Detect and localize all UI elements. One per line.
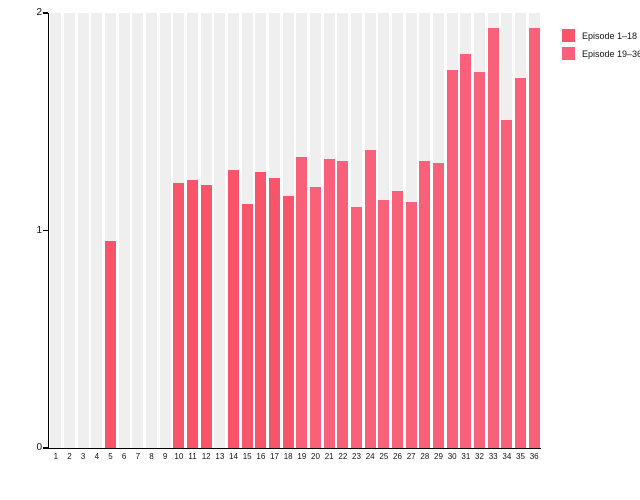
x-tick-label: 25	[379, 452, 389, 461]
bar	[501, 119, 513, 448]
y-tick-mark	[43, 447, 48, 449]
category-background-stripe	[105, 13, 116, 448]
x-tick-label: 26	[393, 452, 402, 461]
x-tick-label: 31	[461, 452, 471, 461]
bar	[487, 28, 499, 448]
x-tick-label: 2	[67, 452, 72, 461]
y-tick-mark	[43, 229, 48, 232]
category-background-stripe	[159, 13, 171, 448]
bar	[173, 182, 185, 448]
x-tick-label: 27	[406, 452, 416, 461]
bar	[296, 156, 308, 448]
x-tick-label: 4	[94, 452, 100, 461]
category-background-stripe	[146, 13, 157, 448]
x-tick-label: 18	[283, 452, 293, 461]
x-axis-line	[47, 447, 541, 449]
bar	[310, 187, 321, 448]
bar	[405, 202, 417, 448]
x-tick-label: 24	[365, 452, 375, 461]
x-tick-label: 28	[420, 452, 430, 461]
x-tick-label: 19	[297, 452, 307, 461]
x-tick-label: 14	[229, 452, 238, 461]
category-background-stripe	[214, 13, 226, 448]
y-tick-label: 1	[36, 224, 42, 236]
plot-area	[49, 13, 541, 448]
y-axis-line	[47, 13, 49, 449]
bar	[228, 169, 239, 448]
x-tick-label: 13	[215, 452, 225, 461]
category-background-stripe	[64, 13, 75, 448]
legend-label: Episode 1–18	[582, 30, 638, 41]
x-tick-label: 9	[162, 452, 168, 461]
bar	[323, 158, 335, 448]
bar	[241, 204, 253, 448]
legend-swatch-episode-19-36	[562, 47, 575, 60]
x-tick-label: 16	[256, 452, 266, 461]
bar	[378, 200, 390, 448]
legend: Episode 1–18 Episode 19–36	[562, 29, 640, 65]
category-background-stripe	[118, 13, 130, 448]
y-tick-label: 0	[36, 442, 42, 453]
x-tick-label: 1	[53, 452, 59, 461]
x-tick-label: 12	[201, 452, 211, 461]
bar	[351, 206, 362, 448]
x-tick-label: 17	[270, 452, 279, 461]
x-tick-label: 3	[80, 452, 86, 461]
x-tick-label: 29	[434, 452, 443, 461]
bar	[255, 171, 267, 448]
bar	[433, 163, 444, 448]
category-background-stripe	[77, 13, 89, 448]
bar	[392, 191, 403, 448]
bar	[446, 69, 458, 448]
bar	[282, 195, 294, 448]
x-tick-label: 32	[475, 452, 484, 461]
x-tick-label: 21	[324, 452, 334, 461]
y-tick-mark	[43, 12, 48, 14]
x-tick-label: 34	[502, 452, 512, 461]
bar	[200, 184, 212, 448]
bar	[460, 54, 472, 448]
category-background-stripe	[91, 13, 103, 448]
x-tick-label: 23	[352, 452, 361, 461]
x-tick-label: 35	[516, 452, 525, 461]
x-tick-label: 6	[121, 452, 127, 461]
bar	[105, 241, 116, 448]
x-tick-label: 20	[311, 452, 320, 461]
legend-swatch-episode-1-18	[562, 29, 575, 42]
x-tick-label: 33	[488, 452, 498, 461]
bar	[337, 160, 349, 448]
x-tick-label: 30	[447, 452, 457, 461]
x-tick-label: 11	[188, 452, 197, 461]
x-tick-label: 36	[529, 452, 539, 461]
x-tick-label: 22	[338, 452, 348, 461]
x-tick-label: 8	[149, 452, 154, 461]
bar	[515, 78, 526, 448]
category-background-stripe	[132, 13, 144, 448]
legend-label: Episode 19–36	[582, 48, 640, 59]
y-tick-label: 2	[36, 7, 42, 18]
legend-item: Episode 19–36	[562, 47, 640, 60]
bar	[364, 150, 376, 448]
bar	[269, 178, 280, 448]
x-tick-label: 15	[242, 452, 252, 461]
x-tick-label: 5	[108, 452, 113, 461]
bar	[187, 180, 198, 448]
category-background-stripe	[50, 13, 62, 448]
bar	[474, 71, 485, 448]
bar	[528, 28, 540, 448]
x-tick-label: 10	[174, 452, 184, 461]
bar	[419, 160, 431, 448]
x-tick-label: 7	[135, 452, 141, 461]
legend-item: Episode 1–18	[562, 29, 640, 42]
